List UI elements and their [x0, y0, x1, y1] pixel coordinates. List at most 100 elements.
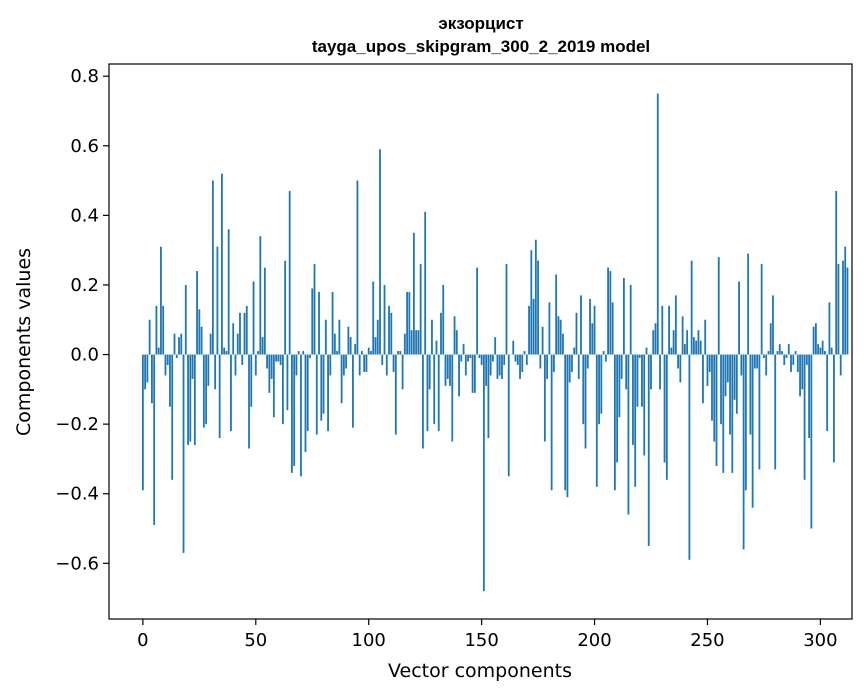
bar-70: [300, 354, 302, 477]
bar-206: [607, 267, 609, 355]
bar-252: [711, 354, 713, 421]
bar-153: [487, 354, 490, 439]
bar-273: [758, 354, 761, 470]
bar-112: [394, 354, 397, 435]
y-tick-label: 0.4: [70, 205, 99, 226]
bar-310: [842, 260, 844, 355]
bar-92: [349, 337, 352, 355]
bar-240: [683, 344, 686, 355]
bar-222: [643, 354, 646, 456]
bar-297: [812, 326, 815, 355]
bar-67: [293, 354, 296, 466]
bar-17: [180, 333, 183, 355]
bar-300: [819, 347, 822, 355]
y-tick-label: 0.6: [70, 136, 99, 157]
plot-frame: [108, 63, 853, 620]
bar-247: [699, 340, 702, 355]
bar-198: [589, 298, 591, 355]
bar-1: [144, 354, 147, 390]
bar-26: [200, 326, 203, 355]
bar-87: [338, 319, 341, 355]
bar-283: [781, 351, 783, 355]
bar-211: [618, 354, 621, 418]
bar-285: [785, 354, 788, 359]
bar-41: [234, 354, 237, 376]
bar-276: [765, 354, 768, 376]
bar-187: [564, 354, 567, 491]
bar-137: [451, 354, 454, 442]
bar-140: [458, 354, 460, 397]
bar-43: [239, 312, 241, 355]
bar-152: [485, 354, 488, 386]
bar-13: [171, 354, 174, 480]
bar-106: [381, 354, 384, 365]
bar-235: [672, 330, 675, 355]
bar-88: [340, 354, 343, 404]
bar-123: [419, 264, 422, 355]
bar-168: [521, 354, 524, 372]
bar-237: [677, 354, 680, 369]
bar-96: [358, 354, 361, 376]
bar-236: [674, 295, 677, 355]
bar-174: [534, 239, 537, 355]
bar-133: [442, 284, 445, 355]
bar-103: [374, 337, 377, 355]
bar-105: [379, 149, 381, 355]
chart-subtitle: tayga_upos_skipgram_300_2_2019 model: [312, 37, 650, 56]
bar-306: [833, 354, 835, 463]
bar-56: [268, 354, 271, 393]
bar-4: [151, 354, 153, 404]
bar-11: [166, 354, 169, 365]
bar-47: [248, 354, 250, 449]
bar-146: [471, 354, 474, 393]
bar-10: [164, 354, 167, 376]
bar-169: [523, 351, 526, 355]
bar-45: [243, 312, 246, 355]
bar-243: [690, 260, 693, 355]
bar-161: [505, 264, 508, 355]
x-tick-label: 250: [690, 630, 724, 651]
bar-216: [629, 284, 632, 355]
bar-46: [245, 305, 248, 355]
x-tick-label: 300: [803, 630, 837, 651]
bar-277: [767, 351, 770, 355]
bar-299: [817, 344, 820, 355]
bar-131: [437, 354, 440, 432]
bar-270: [751, 354, 754, 508]
bar-130: [435, 340, 438, 355]
bar-160: [503, 354, 506, 365]
bar-275: [763, 354, 765, 359]
bar-202: [598, 354, 600, 425]
bar-272: [756, 354, 759, 369]
bar-58: [272, 354, 275, 418]
bar-100: [367, 347, 370, 355]
bar-282: [778, 344, 781, 355]
bar-245: [695, 340, 698, 355]
y-axis-label: Components values: [13, 248, 35, 436]
bar-311: [844, 246, 847, 355]
bar-165: [514, 354, 517, 362]
bar-181: [550, 354, 553, 491]
bar-78: [318, 291, 320, 355]
bar-72: [304, 354, 307, 452]
bar-142: [462, 344, 465, 355]
bar-223: [645, 347, 648, 355]
bar-172: [530, 250, 533, 355]
y-tick-label: 0.2: [70, 275, 99, 296]
bar-63: [284, 260, 287, 355]
bar-249: [704, 319, 707, 355]
bar-207: [609, 271, 612, 355]
bar-199: [591, 323, 594, 355]
bar-166: [516, 354, 519, 365]
bar-19: [184, 284, 187, 355]
bar-164: [512, 340, 515, 355]
bar-231: [663, 354, 666, 463]
bar-286: [787, 344, 790, 355]
bar-295: [808, 354, 810, 439]
bar-144: [467, 354, 469, 362]
bar-31: [211, 180, 214, 355]
bar-76: [313, 264, 316, 355]
y-axis-ticks: 0.8 0.6 0.4 0.2 0.0 −0.2 −0.4 −0.6: [55, 66, 109, 574]
bar-234: [670, 347, 673, 355]
chart-title: экзорцист: [438, 14, 523, 33]
